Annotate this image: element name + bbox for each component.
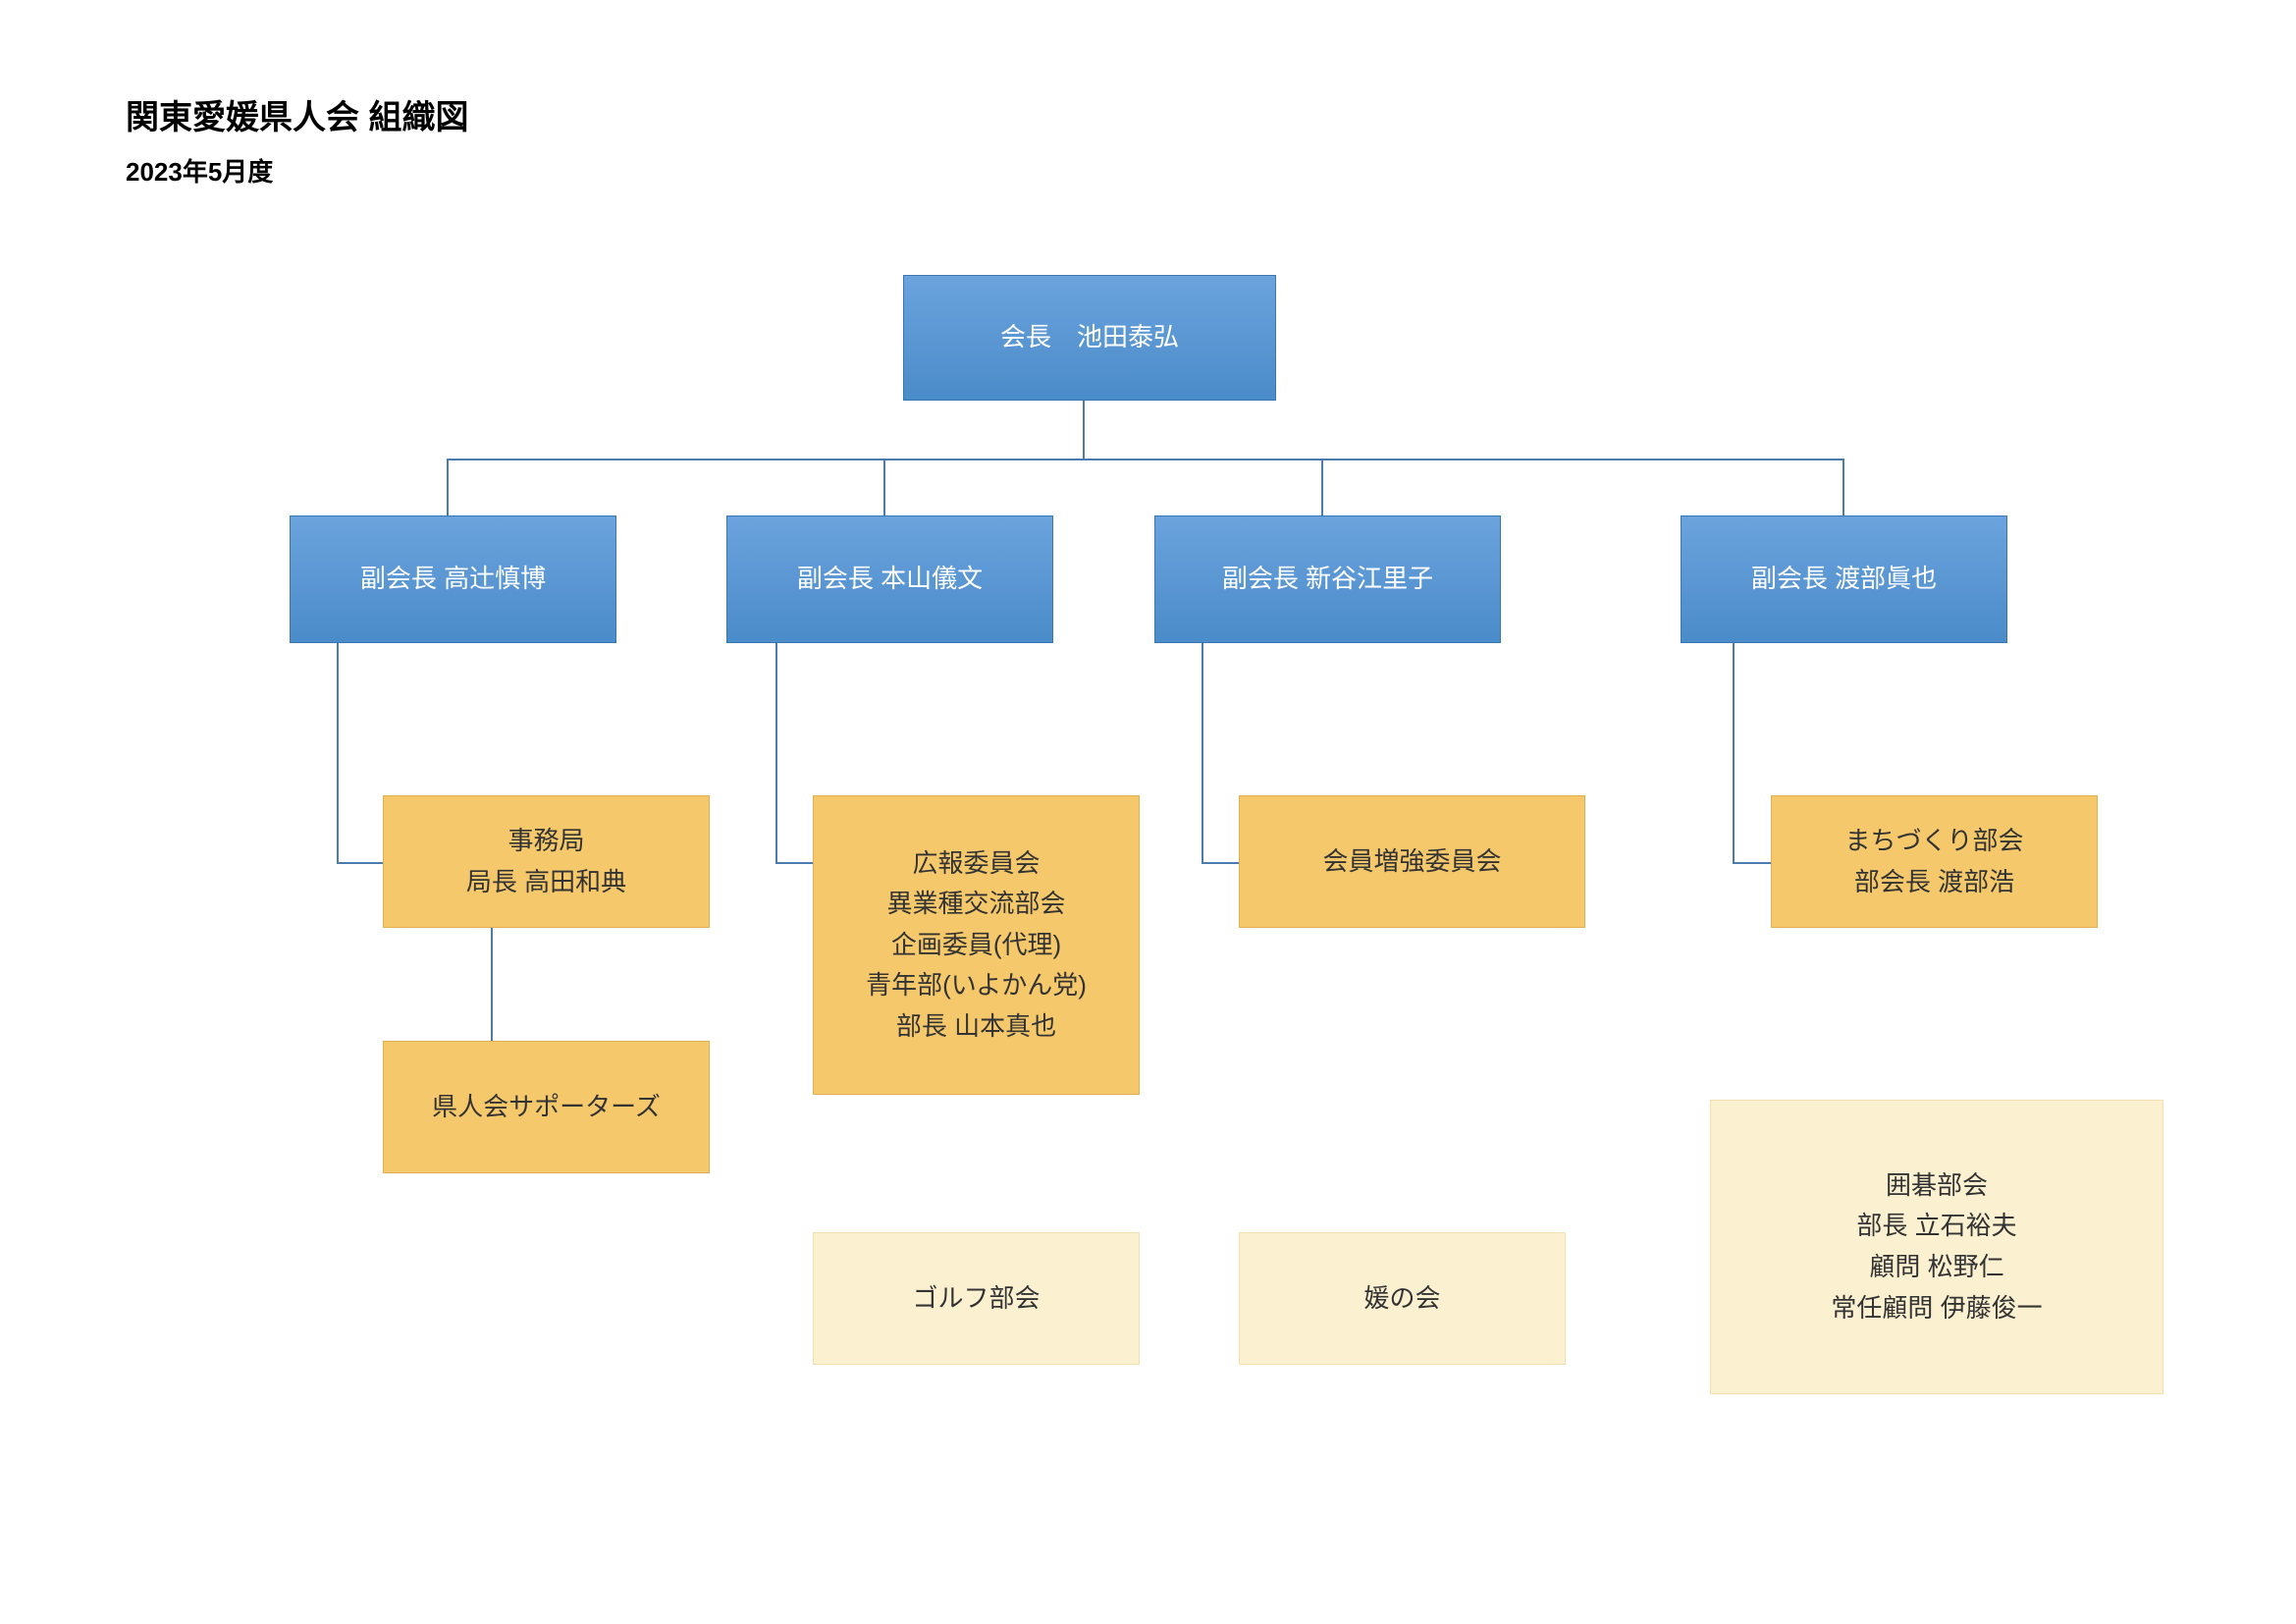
node-membership: 会員増強委員会 (1239, 795, 1585, 928)
node-supporters: 県人会サポーターズ (383, 1041, 710, 1173)
connector (1733, 643, 1735, 864)
page-subtitle: 2023年5月度 (126, 152, 273, 189)
node-igo: 囲碁部会 部長 立石裕夫 顧問 松野仁 常任顧問 伊藤俊一 (1710, 1100, 2163, 1394)
connector (1083, 400, 1085, 459)
connector (447, 459, 449, 515)
node-text: 囲碁部会 (1886, 1165, 1988, 1207)
node-text: 部長 山本真也 (896, 1006, 1056, 1048)
connector (337, 862, 386, 864)
connector (1201, 862, 1241, 864)
node-text: 異業種交流部会 (886, 884, 1065, 925)
node-president: 会長 池田泰弘 (903, 275, 1276, 401)
node-text: 企画委員(代理) (891, 925, 1061, 966)
node-vp1: 副会長 高辻慎博 (290, 515, 616, 643)
node-text: まちづくり部会 (1844, 821, 2023, 862)
node-golf: ゴルフ部会 (813, 1232, 1140, 1365)
page-title: 関東愛媛県人会 組織図 (126, 90, 468, 138)
node-text: 会員増強委員会 (1322, 841, 1501, 883)
node-text: ゴルフ部会 (912, 1278, 1040, 1320)
node-text: 副会長 渡部眞也 (1751, 559, 1937, 600)
connector (775, 643, 777, 864)
node-text: 局長 高田和典 (466, 862, 626, 903)
node-vp2: 副会長 本山儀文 (726, 515, 1053, 643)
connector (447, 459, 1844, 460)
node-text: 事務局 (507, 821, 584, 862)
node-text: 広報委員会 (912, 843, 1040, 885)
node-vp3: 副会長 新谷江里子 (1154, 515, 1501, 643)
node-text: 部会長 渡部浩 (1854, 862, 2014, 903)
node-text: 会長 池田泰弘 (1000, 317, 1179, 358)
node-vp4: 副会長 渡部眞也 (1681, 515, 2007, 643)
connector (1842, 459, 1844, 515)
node-text: 県人会サポーターズ (432, 1087, 661, 1128)
node-text: 媛の会 (1363, 1278, 1440, 1320)
connector (1321, 459, 1323, 515)
connector (883, 459, 885, 515)
connector (775, 862, 815, 864)
node-hime: 媛の会 (1239, 1232, 1566, 1365)
node-text: 顧問 松野仁 (1869, 1247, 2003, 1288)
node-text: 副会長 新谷江里子 (1222, 559, 1433, 600)
node-text: 常任顧問 伊藤俊一 (1831, 1288, 2042, 1329)
node-text: 副会長 本山儀文 (797, 559, 983, 600)
connector (337, 643, 339, 864)
connector (1201, 643, 1203, 864)
node-text: 部長 立石裕夫 (1856, 1206, 2016, 1247)
node-text: 副会長 高辻慎博 (360, 559, 546, 600)
connector (491, 928, 493, 1046)
connector (1733, 862, 1772, 864)
node-text: 青年部(いよかん党) (866, 965, 1087, 1006)
node-pr: 広報委員会 異業種交流部会 企画委員(代理) 青年部(いよかん党) 部長 山本真… (813, 795, 1140, 1095)
node-office: 事務局 局長 高田和典 (383, 795, 710, 928)
node-machi: まちづくり部会 部会長 渡部浩 (1771, 795, 2098, 928)
